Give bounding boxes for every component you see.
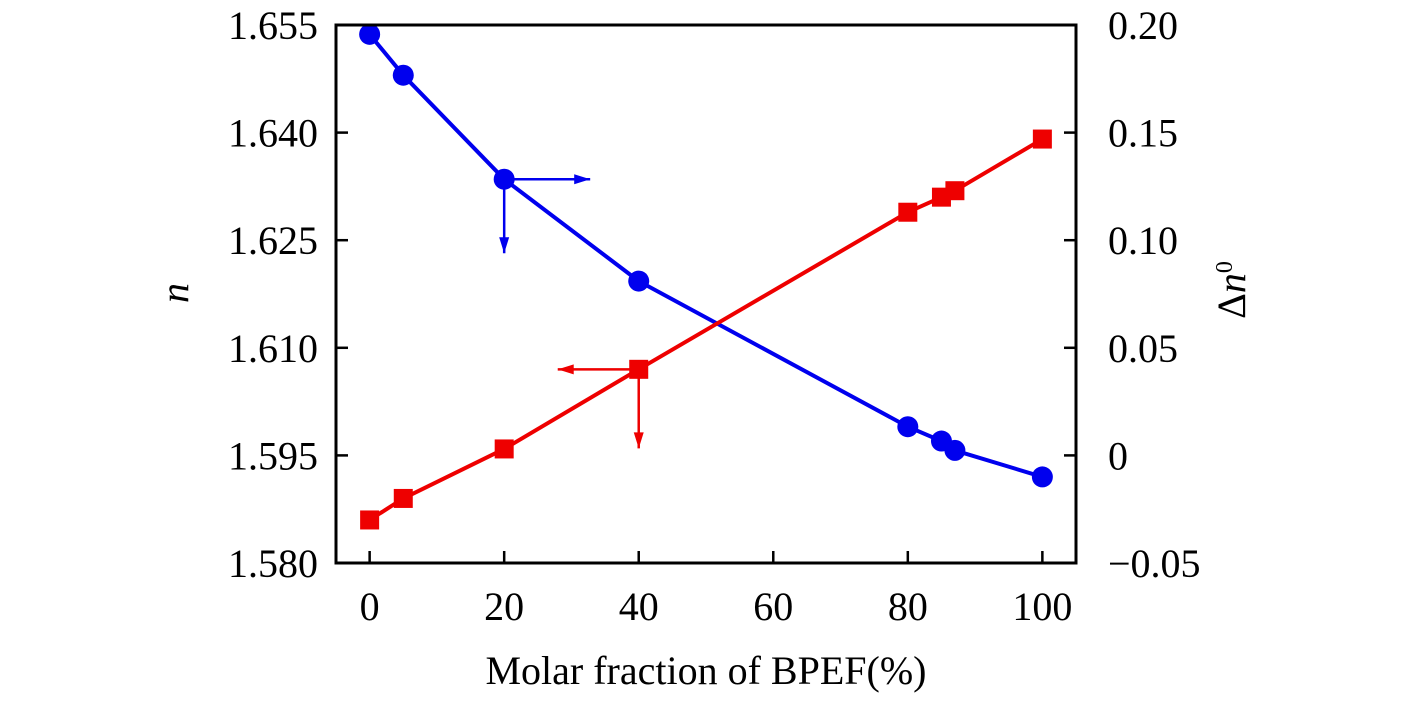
data-point-delta-n [945,181,965,201]
y-left-tick-label: 1.625 [228,218,318,263]
arrow-n-right-head [574,174,591,185]
data-point-n [944,439,966,461]
arrow-dn-left-head [557,364,574,375]
x-tick-label: 20 [484,584,524,629]
y-axis-right: −0.05 0 0.05 0.10 0.15 0.20 [1064,3,1201,586]
data-point-n [1031,466,1053,488]
data-point-delta-n [360,510,380,530]
y-left-tick-label: 1.595 [228,433,318,478]
data-point-delta-n [1032,129,1052,149]
x-tick-label: 0 [360,584,380,629]
y-left-tick-label: 1.655 [228,3,318,48]
series-line-n [368,33,1043,479]
data-point-delta-n [898,202,918,222]
x-tick-label: 60 [753,584,793,629]
x-tick-label: 100 [1012,584,1072,629]
y-left-tick-label: 1.640 [228,111,318,156]
data-point-delta-n [494,439,514,459]
y-right-tick-label: 0 [1108,433,1128,478]
y-right-tick-label: 0.15 [1108,111,1178,156]
y-left-tick-label: 1.610 [228,326,318,371]
data-point-n [359,23,381,45]
y-right-tick-label: 0.10 [1108,218,1178,263]
data-point-n [392,64,414,86]
y-axis-left: 1.580 1.595 1.610 1.625 1.640 1.655 [228,3,348,586]
arrow-n-down-head [499,237,510,254]
y-right-tick-label: 0.20 [1108,3,1178,48]
y-right-tick-label: −0.05 [1108,541,1201,586]
x-tick-label: 80 [888,584,928,629]
y-right-tick-label: 0.05 [1108,326,1178,371]
data-point-n [628,270,650,292]
x-tick-label: 40 [619,584,659,629]
x-axis-title: Molar fraction of BPEF(%) [485,648,926,693]
y-axis-left-title: n [152,283,197,303]
arrow-dn-down-head [633,432,644,449]
axis-indicator-arrows [499,174,644,449]
y-axis-right-title: Δn0 [1209,261,1254,319]
data-point-n [897,416,919,438]
plot-frame [334,23,1078,565]
y-left-tick-label: 1.580 [228,541,318,586]
x-axis: 0 20 40 60 80 100 [360,551,1072,629]
data-point-delta-n [393,488,413,508]
series-layer [359,23,1053,530]
